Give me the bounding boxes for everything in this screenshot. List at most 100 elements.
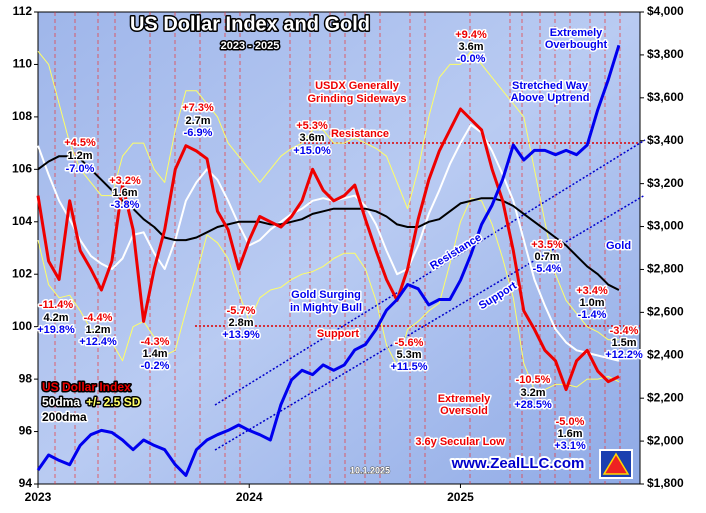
annotation: +7.3%	[182, 102, 214, 114]
series-line	[36, 107, 620, 392]
annotation: -10.5%	[516, 374, 551, 386]
annotation: +4.5%	[64, 137, 96, 149]
annotation: +11.5%	[390, 361, 427, 373]
y-tick-label: 98	[19, 371, 33, 385]
annotation: +12.4%	[79, 336, 117, 348]
annotation: 10.1.2025	[350, 465, 390, 475]
annotation: -7.0%	[66, 163, 95, 175]
x-tick-label: 2024	[236, 490, 263, 504]
annotation: 1.2m	[85, 324, 110, 336]
y-tick-label: 110	[13, 57, 33, 71]
annotation: -4.3%	[141, 336, 170, 348]
annotation: Overbought	[545, 39, 608, 51]
annotation: +28.5%	[514, 399, 552, 411]
annotation: Above Uptrend	[511, 92, 590, 104]
annotation: Gold Surging	[291, 289, 361, 301]
annotation: Extremely	[550, 27, 603, 39]
annotation: +3.5%	[531, 239, 563, 251]
y2-tick-label: $3,400	[647, 133, 684, 147]
annotation: 4.2m	[43, 312, 68, 324]
y-tick-label: 102	[12, 266, 32, 280]
annotation: 3.6m	[458, 41, 483, 53]
annotation: 5.3m	[396, 349, 421, 361]
annotation: +5.3%	[296, 120, 328, 132]
legend-entry: 200dma	[42, 410, 87, 424]
y2-tick-label: $2,200	[647, 390, 684, 404]
annotation: +15.0%	[293, 145, 331, 157]
legend-entry: 50dma	[42, 395, 80, 409]
legend-entry: +/- 2.5 SD	[86, 395, 141, 409]
annotation: 1.2m	[67, 150, 92, 162]
annotation: USDX Generally	[315, 80, 400, 92]
series-label: Gold	[606, 240, 631, 252]
y-tick-label: 96	[19, 424, 33, 438]
annotation: -0.2%	[141, 360, 170, 372]
annotation: +3.2%	[109, 175, 141, 187]
annotation: 1.6m	[557, 428, 582, 440]
annotation: in Mighty Bull	[290, 302, 362, 314]
annotation: +9.4%	[455, 29, 487, 41]
annotation: -5.6%	[395, 337, 424, 349]
annotation: Resistance	[331, 128, 389, 140]
y2-tick-label: $1,800	[647, 476, 684, 490]
annotation: -1.4%	[578, 309, 607, 321]
annotation: +12.2%	[605, 349, 643, 361]
annotation: Stretched Way	[512, 80, 589, 92]
annotation: Support	[317, 328, 359, 340]
y2-tick-label: $2,000	[647, 433, 684, 447]
y2-tick-label: $2,800	[647, 262, 684, 276]
annotation: www.ZealLLC.com	[451, 455, 585, 472]
annotation: -5.0%	[556, 416, 585, 428]
trend-support	[214, 194, 646, 451]
x-tick-label: 2023	[25, 490, 52, 504]
y-tick-label: 108	[12, 109, 32, 123]
decorations	[54, 12, 646, 484]
annotation: 3.6y Secular Low	[415, 436, 505, 448]
y2-tick-label: $3,800	[647, 47, 684, 61]
annotation: 2.7m	[185, 115, 210, 127]
y2-tick-label: $3,600	[647, 90, 684, 104]
series-line	[36, 44, 621, 477]
chart-title: US Dollar Index and Gold	[130, 13, 370, 35]
annotation: -6.9%	[184, 127, 213, 139]
annotation: +3.4%	[576, 285, 608, 297]
chart-subtitle: 2023 - 2025	[221, 40, 280, 52]
annotation: -5.4%	[533, 263, 562, 275]
annotation: 2.8m	[228, 317, 253, 329]
y-tick-label: 106	[12, 162, 32, 176]
x-tick-label: 2025	[447, 490, 474, 504]
trend-resistance	[214, 139, 646, 406]
annotation: 1.4m	[142, 348, 167, 360]
y2-tick-label: $2,600	[647, 305, 684, 319]
y2-tick-label: $2,400	[647, 347, 684, 361]
annotation: Extremely	[438, 393, 491, 405]
annotation: +3.1%	[554, 440, 586, 452]
annotation: Grinding Sideways	[307, 93, 406, 105]
y2-tick-label: $4,000	[647, 4, 684, 18]
y-tick-label: 94	[19, 476, 33, 490]
annotation: -0.0%	[457, 53, 486, 65]
annotation: -11.4%	[39, 299, 73, 311]
annotation: -3.4%	[610, 325, 639, 337]
annotation: 1.0m	[579, 297, 604, 309]
series-line	[37, 197, 620, 391]
annotation: +13.9%	[222, 329, 260, 341]
legend-entry: US Dollar Index	[42, 380, 131, 394]
annotation: 3.6m	[299, 132, 324, 144]
annotation: +19.8%	[37, 324, 75, 336]
series-line	[37, 155, 620, 291]
y-tick-label: 104	[12, 214, 32, 228]
y-tick-label: 112	[13, 4, 33, 18]
annotation: 3.2m	[520, 387, 545, 399]
annotation: 1.5m	[611, 337, 636, 349]
y2-tick-label: $3,000	[647, 219, 684, 233]
annotation: -5.7%	[227, 305, 256, 317]
y-tick-label: 100	[12, 319, 32, 333]
y2-tick-label: $3,200	[647, 176, 684, 190]
annotation: 1.6m	[112, 187, 137, 199]
series-line	[37, 50, 619, 341]
annotation: -3.8%	[111, 199, 140, 211]
logo-mark	[602, 452, 630, 475]
annotation: 0.7m	[534, 251, 559, 263]
